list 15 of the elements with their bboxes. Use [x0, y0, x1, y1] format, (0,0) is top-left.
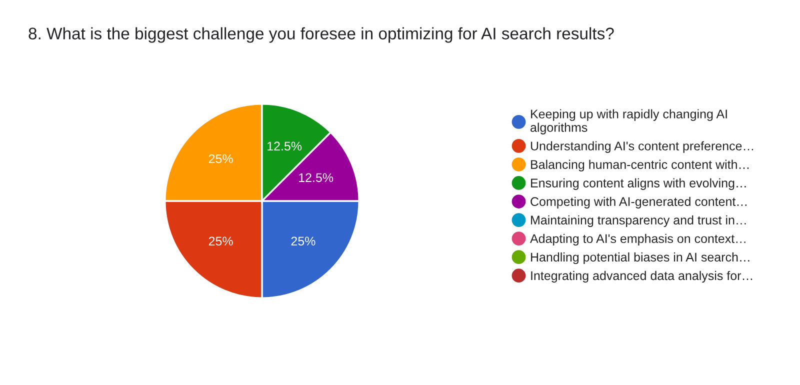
data-label: 12.5%	[268, 142, 302, 151]
legend-label: Integrating advanced data analysis for…	[531, 270, 752, 283]
legend-label: Adapting to AI's emphasis on context…	[530, 234, 746, 246]
data-label: 25%	[208, 236, 233, 246]
legend-label: Keeping up with rapidly changing AI algorithms	[530, 109, 727, 134]
legend-label: Maintaining transparency and trust in…	[531, 215, 746, 228]
data-label: 25%	[208, 154, 233, 164]
chart-title: 8. What is the biggest challenge you foresee in optimizing for AI search results?	[28, 27, 614, 43]
data-label: 25%	[291, 236, 316, 246]
data-label: 12.5%	[299, 173, 334, 182]
legend-label: Ensuring content aligns with evolving…	[531, 178, 746, 190]
legend-label: Handling potential biases in AI search…	[531, 252, 750, 264]
legend-label: Understanding AI's content preference…	[530, 141, 754, 153]
legend-label: Competing with AI-generated content…	[530, 196, 746, 208]
legend-label: Balancing human-centric content with…	[531, 160, 749, 172]
